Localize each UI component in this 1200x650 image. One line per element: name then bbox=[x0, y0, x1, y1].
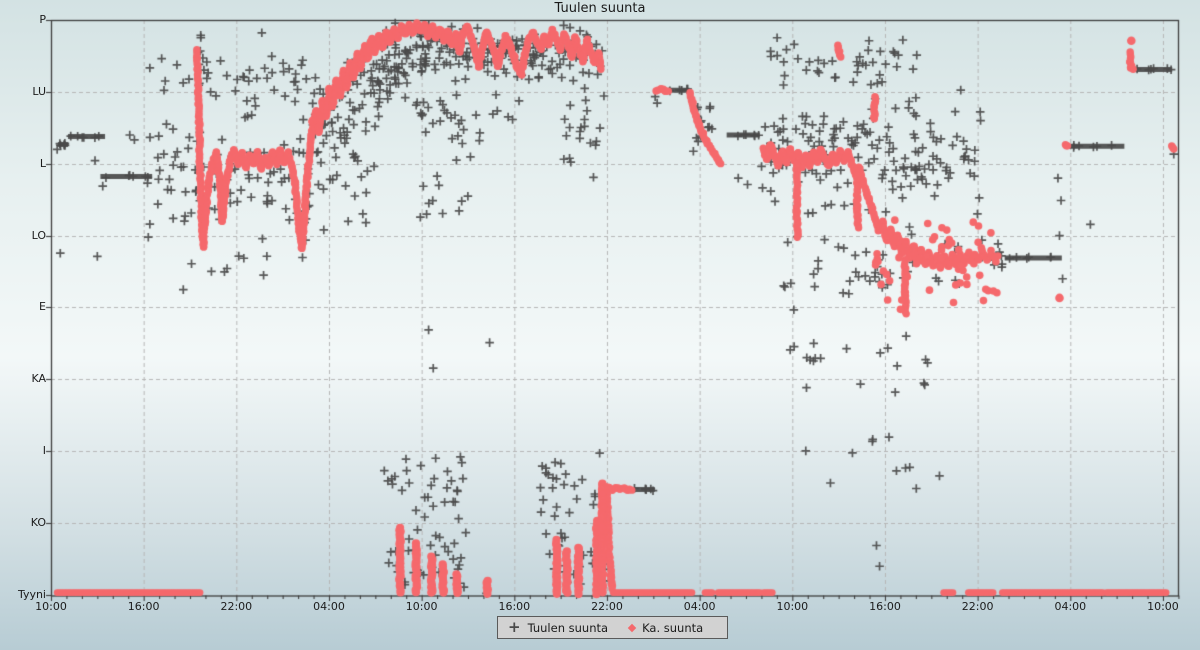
y-tick-label: P bbox=[39, 13, 46, 26]
x-tick-label: 10:00 bbox=[405, 600, 438, 613]
y-tick-label: KO bbox=[30, 516, 46, 530]
y-tick-label: E bbox=[39, 300, 46, 314]
x-tick-label: 10:00 bbox=[776, 600, 809, 613]
x-tick-label: 16:00 bbox=[869, 600, 901, 613]
y-tick-label: LO bbox=[31, 228, 46, 242]
dot-marker-icon bbox=[627, 623, 637, 632]
y-tick-label: Tyyni bbox=[17, 587, 46, 601]
x-tick-label: 10:00 bbox=[35, 600, 67, 613]
x-tick-label: 04:00 bbox=[1054, 600, 1087, 613]
plus-marker-icon: + bbox=[508, 618, 521, 636]
x-tick-label: 10:00 bbox=[1147, 600, 1179, 613]
x-tick-label: 16:00 bbox=[127, 600, 160, 613]
legend-item-wind: Tuulen suunta bbox=[527, 620, 609, 635]
legend: + Tuulen suunta Ka. suunta bbox=[497, 616, 729, 639]
x-tick-label: 16:00 bbox=[498, 600, 531, 613]
x-tick-label: 22:00 bbox=[220, 600, 253, 613]
x-tick-label: 22:00 bbox=[591, 600, 623, 613]
legend-item-avg: Ka. suunta bbox=[642, 620, 704, 635]
x-tick-label: 04:00 bbox=[313, 600, 345, 613]
y-tick-label: L bbox=[39, 156, 46, 170]
x-tick-label: 22:00 bbox=[961, 600, 994, 613]
y-tick-label: KA bbox=[31, 372, 46, 386]
x-tick-label: 04:00 bbox=[683, 600, 716, 613]
y-tick-label: I bbox=[42, 444, 46, 458]
y-tick-label: LU bbox=[32, 84, 46, 98]
chart-title: Tuulen suunta bbox=[554, 1, 646, 16]
